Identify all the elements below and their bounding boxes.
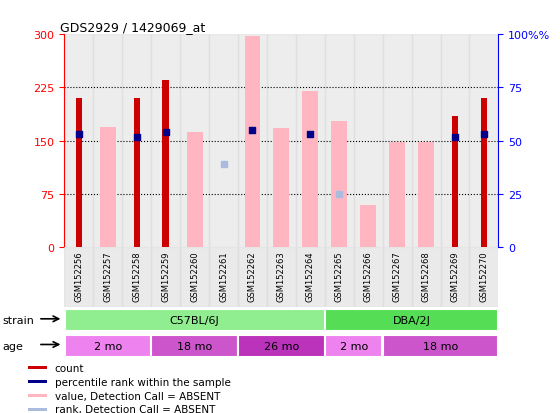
Text: GSM152270: GSM152270 (479, 251, 488, 301)
Bar (354, 248, 382, 308)
Bar (354, 35, 382, 248)
Bar (27, 367, 46, 370)
Text: GSM152267: GSM152267 (393, 251, 402, 301)
Bar (238, 248, 267, 308)
Point (335, 191, 344, 198)
Bar (418, 143, 434, 248)
Bar (100, 127, 116, 248)
Text: C57BL/6J: C57BL/6J (170, 316, 220, 325)
Text: 18 mo: 18 mo (177, 341, 212, 351)
Bar (209, 248, 238, 308)
Bar (133, 99, 140, 248)
Text: rank, Detection Call = ABSENT: rank, Detection Call = ABSENT (55, 404, 215, 413)
Bar (302, 92, 318, 248)
Text: 2 mo: 2 mo (339, 341, 368, 351)
Bar (65, 335, 151, 357)
Bar (273, 129, 290, 248)
Point (479, 132, 488, 138)
Text: value, Detection Call = ABSENT: value, Detection Call = ABSENT (55, 391, 220, 401)
Bar (267, 35, 296, 248)
Bar (27, 380, 46, 383)
Bar (332, 121, 347, 248)
Bar (382, 35, 412, 248)
Bar (469, 248, 498, 308)
Bar (27, 394, 46, 397)
Text: GSM152259: GSM152259 (161, 251, 170, 301)
Bar (209, 35, 238, 248)
Point (74, 132, 83, 138)
Bar (245, 36, 260, 248)
Bar (94, 35, 122, 248)
Bar (360, 205, 376, 248)
Bar (186, 132, 203, 248)
Text: 26 mo: 26 mo (264, 341, 299, 351)
Bar (452, 116, 458, 248)
Bar (152, 335, 237, 357)
Text: GSM152262: GSM152262 (248, 251, 257, 301)
Text: GSM152268: GSM152268 (422, 251, 431, 301)
Text: GSM152256: GSM152256 (74, 251, 83, 301)
Bar (76, 99, 82, 248)
Text: GSM152266: GSM152266 (363, 251, 373, 301)
Text: age: age (3, 341, 24, 351)
Bar (389, 143, 405, 248)
Text: GSM152265: GSM152265 (335, 251, 344, 301)
Bar (382, 248, 412, 308)
Text: GSM152261: GSM152261 (219, 251, 228, 301)
Text: GDS2929 / 1429069_at: GDS2929 / 1429069_at (60, 21, 206, 34)
Bar (239, 335, 324, 357)
Point (248, 128, 257, 134)
Bar (296, 248, 325, 308)
Bar (151, 248, 180, 308)
Bar (325, 35, 354, 248)
Bar (480, 99, 487, 248)
Bar (94, 248, 122, 308)
Text: DBA/2J: DBA/2J (393, 316, 431, 325)
Bar (325, 335, 382, 357)
Bar (238, 35, 267, 248)
Text: GSM152257: GSM152257 (103, 251, 113, 301)
Text: GSM152264: GSM152264 (306, 251, 315, 301)
Point (161, 130, 170, 136)
Text: 2 mo: 2 mo (94, 341, 122, 351)
Bar (325, 310, 498, 331)
Bar (325, 248, 354, 308)
Bar (441, 248, 469, 308)
Point (306, 132, 315, 138)
Point (450, 134, 459, 140)
Text: GSM152263: GSM152263 (277, 251, 286, 301)
Bar (162, 81, 169, 248)
Bar (412, 248, 441, 308)
Bar (469, 35, 498, 248)
Bar (383, 335, 498, 357)
Bar (64, 35, 94, 248)
Bar (267, 248, 296, 308)
Bar (65, 310, 324, 331)
Bar (64, 248, 94, 308)
Text: GSM152258: GSM152258 (132, 251, 141, 301)
Bar (180, 248, 209, 308)
Bar (412, 35, 441, 248)
Text: percentile rank within the sample: percentile rank within the sample (55, 377, 231, 387)
Bar (122, 248, 151, 308)
Bar (151, 35, 180, 248)
Bar (180, 35, 209, 248)
Text: GSM152269: GSM152269 (450, 251, 460, 301)
Text: strain: strain (3, 316, 35, 325)
Bar (441, 35, 469, 248)
Bar (122, 35, 151, 248)
Bar (27, 408, 46, 411)
Point (132, 134, 141, 140)
Point (219, 161, 228, 168)
Text: GSM152260: GSM152260 (190, 251, 199, 301)
Text: count: count (55, 363, 85, 373)
Bar (296, 35, 325, 248)
Text: 18 mo: 18 mo (423, 341, 458, 351)
